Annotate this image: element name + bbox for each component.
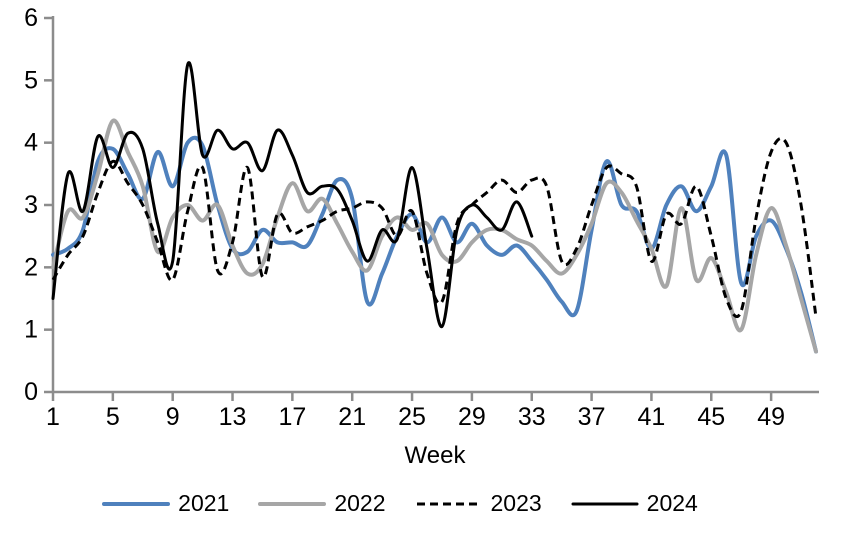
legend-line-sample-2022 [258, 501, 327, 506]
y-tick-label: 2 [24, 253, 38, 281]
series-line-2021 [51, 135, 818, 354]
x-tick-label: 13 [219, 403, 247, 431]
legend-item-2022[interactable]: 2022 [258, 490, 386, 516]
y-tick-label: 1 [24, 316, 38, 344]
series-line-2022 [51, 118, 818, 354]
series-line-2024 [51, 61, 534, 329]
legend-label-2023: 2023 [490, 490, 542, 516]
x-tick-label: 17 [278, 403, 306, 431]
x-tick-label: 25 [398, 403, 426, 431]
legend-line-sample-2021 [102, 501, 171, 506]
x-tick-label: 29 [458, 403, 486, 431]
x-tick-label: 9 [166, 403, 180, 431]
y-tick-label: 0 [24, 378, 38, 406]
legend-line-sample-2024 [571, 502, 639, 505]
legend-item-2021[interactable]: 2021 [102, 492, 229, 515]
x-tick-label: 21 [338, 403, 366, 431]
x-tick-label: 49 [757, 403, 785, 431]
legend-label-2022: 2022 [334, 490, 386, 516]
x-tick-label: 41 [638, 403, 666, 431]
y-tick-label: 5 [24, 66, 38, 94]
x-axis-title: Week [404, 442, 466, 469]
legend-item-2024[interactable]: 2024 [571, 492, 698, 515]
legend-label-2021: 2021 [178, 490, 230, 516]
y-tick-label: 3 [24, 191, 38, 219]
legend: 2021 2022 2023 2024 [0, 492, 826, 515]
legend-label-2024: 2024 [646, 490, 698, 516]
x-tick-label: 1 [46, 403, 60, 431]
x-tick-label: 33 [518, 403, 546, 431]
x-tick-label: 5 [106, 403, 120, 431]
legend-line-sample-2023 [416, 502, 481, 505]
y-tick-label: 4 [24, 129, 38, 157]
y-tick-label: 6 [24, 4, 38, 32]
legend-item-2023[interactable]: 2023 [415, 492, 542, 515]
x-tick-label: 45 [697, 403, 725, 431]
x-tick-label: 37 [578, 403, 606, 431]
